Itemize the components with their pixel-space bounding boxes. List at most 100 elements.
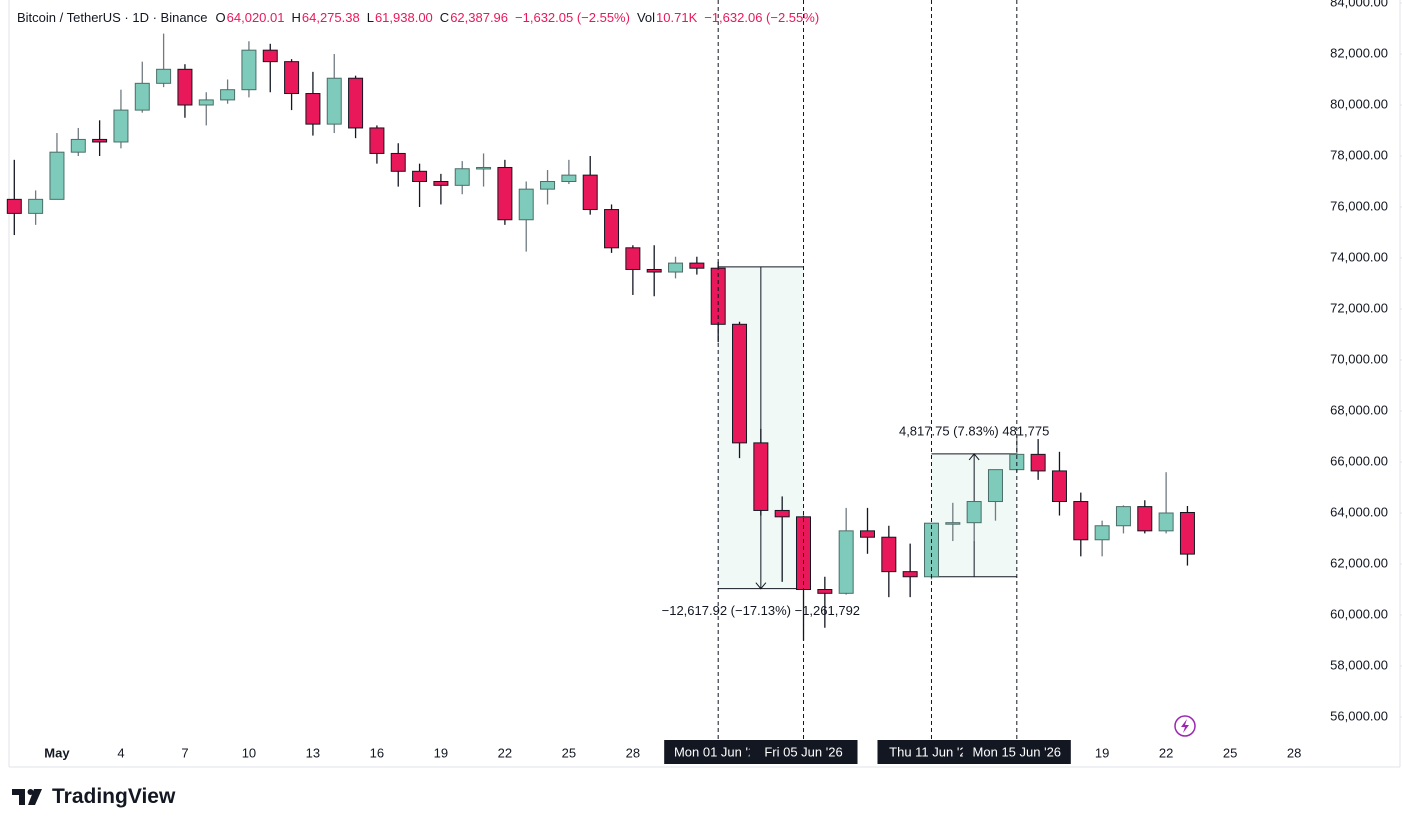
candle-body xyxy=(1094,525,1110,541)
field-value: −1,632.06 (−2.55%) xyxy=(704,10,820,25)
candle-body xyxy=(945,522,961,525)
candle-body xyxy=(817,589,833,594)
symbol: Bitcoin / TetherUS · 1D · Binance xyxy=(17,10,208,25)
field-value: 61,938.00 xyxy=(374,10,433,25)
candle-body xyxy=(1158,512,1174,532)
candle-body xyxy=(1115,506,1131,527)
alert-icon[interactable] xyxy=(1174,715,1196,737)
x-tick-label: 19 xyxy=(434,745,448,760)
candle-body xyxy=(1179,511,1195,555)
field-label: L xyxy=(366,10,374,25)
candle-body xyxy=(625,247,641,270)
x-tick-label: 10 xyxy=(242,745,256,760)
y-tick-label: 62,000.00 xyxy=(1330,555,1388,570)
candle-body xyxy=(433,181,449,186)
candle-body xyxy=(305,93,321,125)
candle-body xyxy=(838,530,854,594)
field-value: 10.71K xyxy=(656,10,698,25)
candle-body xyxy=(582,174,598,211)
candle-body xyxy=(6,198,22,214)
brand-name: TradingView xyxy=(52,785,176,808)
candle-body xyxy=(262,49,278,63)
y-tick-label: 56,000.00 xyxy=(1330,708,1388,723)
candle-body xyxy=(220,89,236,101)
candle-body xyxy=(518,188,534,221)
alert-icon-bolt xyxy=(1181,719,1189,733)
candle-body xyxy=(561,174,577,182)
x-tick-label: 7 xyxy=(181,745,188,760)
x-tick-label: May xyxy=(44,745,70,760)
candle-body xyxy=(966,501,982,524)
candle-body xyxy=(92,138,108,143)
x-tick-label: 28 xyxy=(626,745,640,760)
candle-body xyxy=(668,262,684,273)
x-tick-label: 28 xyxy=(1287,745,1301,760)
candle-body xyxy=(753,442,769,511)
candle-body xyxy=(604,209,620,249)
candle-body xyxy=(284,61,300,95)
candle-body xyxy=(987,469,1003,503)
field-value: −1,632.05 (−2.55%) xyxy=(515,10,630,25)
candle-body xyxy=(646,268,662,273)
candle-body xyxy=(49,151,65,200)
field-label: C xyxy=(439,10,450,25)
candle-body xyxy=(1030,453,1046,472)
candle-body xyxy=(70,138,86,153)
x-tick-label: 25 xyxy=(562,745,576,760)
field-value: 64,020.01 xyxy=(226,10,285,25)
y-tick-label: 64,000.00 xyxy=(1330,504,1388,519)
y-tick-label: 74,000.00 xyxy=(1330,249,1388,264)
candle-body xyxy=(860,530,875,538)
candle-body xyxy=(326,77,342,125)
x-tick-label: Mon 01 Jun '26 xyxy=(674,744,763,759)
x-tick-label: 22 xyxy=(498,745,512,760)
candle-body xyxy=(28,198,44,214)
candle-body xyxy=(134,82,150,111)
candle-body xyxy=(732,323,748,444)
y-tick-label: 82,000.00 xyxy=(1330,45,1388,60)
candle-body xyxy=(113,109,129,143)
candle-body xyxy=(412,170,428,183)
y-tick-label: 66,000.00 xyxy=(1330,453,1388,468)
candle-body xyxy=(774,509,790,518)
candle-body xyxy=(497,166,513,221)
x-tick-label: 16 xyxy=(370,745,384,760)
candle-body xyxy=(1137,506,1153,532)
candle-body xyxy=(902,571,918,578)
brand-logo xyxy=(12,789,42,805)
candle-body xyxy=(881,536,897,573)
candle-body xyxy=(476,166,492,170)
y-tick-label: 68,000.00 xyxy=(1330,402,1388,417)
candle-body xyxy=(348,77,364,129)
x-tick-label: 25 xyxy=(1223,745,1237,760)
measure-arrowhead xyxy=(755,582,767,590)
y-tick-label: 80,000.00 xyxy=(1330,96,1388,111)
candle-body xyxy=(241,49,257,91)
candle-body xyxy=(156,68,172,84)
field-label: Vol xyxy=(636,10,656,25)
candle-body xyxy=(1051,470,1067,503)
date-box xyxy=(962,740,1071,764)
x-tick-label: Mon 15 Jun '26 xyxy=(973,744,1062,759)
candle-body xyxy=(198,99,214,106)
candle-body xyxy=(177,68,193,106)
y-tick-label: 60,000.00 xyxy=(1330,606,1388,621)
x-tick-label: 13 xyxy=(306,745,320,760)
candle-body xyxy=(1073,501,1089,541)
measure-label: −12,617.92 (−17.13%) −1,261,792 xyxy=(662,603,860,618)
candle-body xyxy=(540,181,556,190)
field-value: 62,387.96 xyxy=(450,10,509,25)
y-tick-label: 70,000.00 xyxy=(1330,351,1388,366)
measure-arrowhead xyxy=(968,453,980,461)
y-tick-label: 76,000.00 xyxy=(1330,198,1388,213)
x-tick-label: 19 xyxy=(1095,745,1109,760)
brand: TradingView xyxy=(12,785,175,809)
y-tick-label: 84,000.00 xyxy=(1330,0,1388,9)
y-tick-label: 58,000.00 xyxy=(1330,657,1388,672)
field-value: 64,275.38 xyxy=(301,10,360,25)
field-label: H xyxy=(291,10,301,25)
x-tick-label: Thu 11 Jun '26 xyxy=(889,744,974,759)
legend-header: Bitcoin / TetherUS · 1D · Binance O64,020… xyxy=(17,10,826,25)
